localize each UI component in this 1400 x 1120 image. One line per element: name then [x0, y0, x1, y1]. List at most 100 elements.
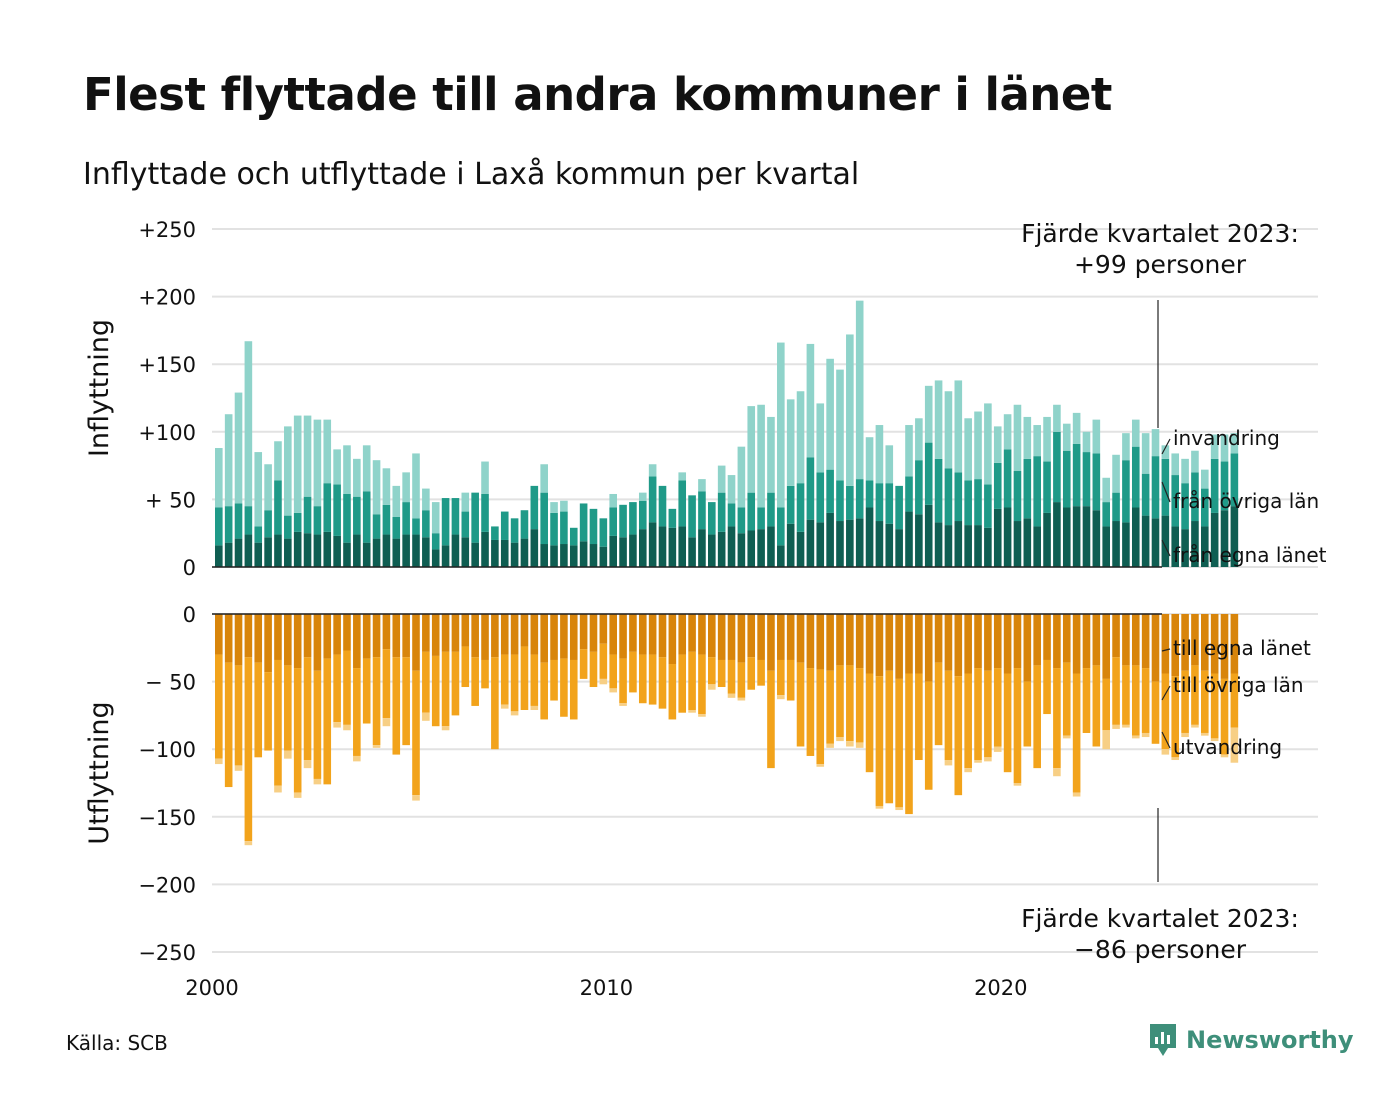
bar-segment — [284, 665, 292, 751]
bar-segment — [471, 657, 479, 706]
bar-segment — [293, 531, 302, 567]
bar-segment — [708, 684, 716, 690]
bar-segment — [481, 461, 489, 494]
y-tick-label: −100 — [138, 738, 196, 762]
bar-segment — [1131, 419, 1140, 447]
bar-segment — [343, 724, 351, 731]
bar-segment — [451, 498, 460, 535]
bar-segment — [698, 614, 706, 655]
x-tick-label: 2010 — [580, 976, 633, 1000]
bar-segment — [638, 654, 647, 704]
bar-segment — [648, 522, 657, 567]
bar-segment — [727, 659, 736, 694]
bar-segment — [362, 542, 371, 567]
bar-segment — [215, 654, 223, 759]
bar-segment — [993, 614, 1002, 669]
bar-segment — [865, 480, 874, 508]
bar-segment — [560, 614, 568, 659]
bar-segment — [215, 614, 223, 655]
bar-segment — [668, 527, 677, 567]
bar-segment — [806, 343, 815, 458]
bar-segment — [362, 491, 371, 543]
bar-segment — [875, 614, 884, 677]
bar-segment — [816, 614, 825, 670]
bar-segment — [944, 525, 953, 567]
bar-segment — [717, 492, 726, 532]
bar-segment — [619, 614, 627, 659]
bar-segment — [905, 425, 913, 477]
bar-segment — [1131, 446, 1140, 508]
bar-segment — [609, 535, 617, 567]
bar-segment — [412, 614, 420, 671]
bar-segment — [648, 654, 657, 705]
bar-segment — [510, 518, 519, 543]
bar-segment — [993, 426, 1002, 463]
bar-segment — [934, 522, 943, 567]
bar-segment — [767, 492, 775, 527]
bar-segment — [1003, 507, 1012, 567]
bar-segment — [629, 534, 637, 567]
bar-segment — [422, 614, 430, 652]
label-leader-line — [1161, 539, 1171, 557]
bar-segment — [806, 457, 815, 520]
bar-segment — [796, 483, 805, 532]
series-label: till övriga län — [1173, 673, 1304, 697]
bar-segment — [1053, 431, 1061, 503]
bar-segment — [717, 465, 726, 493]
chart-subtitle: Inflyttade och utflyttade i Laxå kommun … — [83, 157, 860, 192]
bar-segment — [954, 380, 963, 473]
bar-segment — [392, 657, 401, 755]
bar-segment — [698, 714, 706, 717]
bar-segment — [412, 534, 420, 567]
bar-segment — [1003, 414, 1012, 450]
annotation-inflow-heading: Fjärde kvartalet 2023: — [1021, 219, 1299, 248]
bar-segment — [550, 502, 558, 513]
bar-segment — [747, 492, 756, 531]
bar-segment — [954, 614, 963, 677]
bar-segment — [924, 614, 933, 682]
bar-segment — [747, 614, 756, 658]
bar-segment — [1191, 472, 1199, 522]
bar-segment — [353, 668, 361, 756]
bar-segment — [254, 662, 263, 758]
y-tick-label: − 50 — [145, 671, 196, 695]
bar-segment — [412, 670, 420, 796]
bar-segment — [471, 614, 479, 658]
bar-segment — [688, 495, 696, 538]
bar-segment — [964, 768, 972, 773]
bar-segment — [915, 673, 923, 761]
bar-segment — [757, 529, 765, 567]
bar-segment — [1092, 510, 1101, 567]
bar-segment — [1141, 668, 1150, 733]
bar-segment — [579, 614, 588, 650]
bar-segment — [619, 504, 627, 538]
bar-segment — [1062, 507, 1071, 567]
bar-segment — [560, 658, 568, 717]
bar-segment — [895, 529, 903, 567]
bar-segment — [855, 614, 864, 669]
bar-segment — [737, 533, 746, 567]
bar-segment — [1102, 614, 1110, 679]
bar-segment — [431, 549, 440, 567]
bar-segment — [767, 614, 775, 671]
bar-segment — [234, 538, 243, 567]
bar-segment — [964, 614, 972, 674]
bar-segment — [471, 492, 479, 543]
bar-segment — [1201, 488, 1209, 527]
bar-segment — [313, 506, 322, 535]
bar-segment — [875, 805, 884, 809]
bar-segment — [905, 673, 913, 815]
y-tick-label: 0 — [183, 603, 196, 627]
bar-segment — [747, 657, 756, 690]
bar-segment — [264, 614, 272, 673]
bar-segment — [865, 614, 874, 674]
bar-segment — [1092, 665, 1101, 747]
bar-segment — [1161, 515, 1170, 567]
bar-segment — [372, 614, 381, 658]
bar-segment — [885, 614, 894, 671]
bar-segment — [688, 709, 696, 713]
bar-segment — [461, 511, 470, 538]
bar-segment — [855, 300, 864, 480]
bar-segment — [678, 472, 687, 481]
bar-segment — [1230, 727, 1239, 763]
